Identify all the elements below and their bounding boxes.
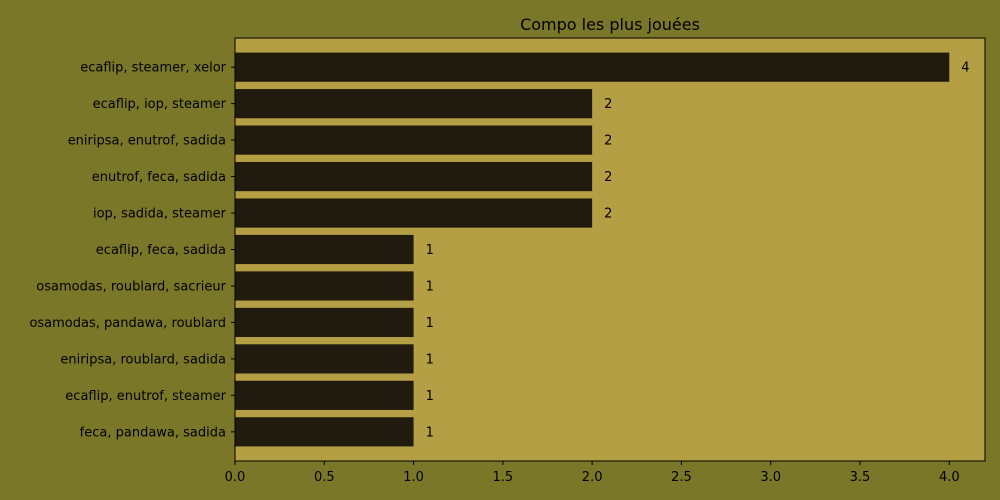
data-label: 1 — [426, 316, 434, 331]
y-tick-label: ecaflip, iop, steamer — [93, 97, 227, 112]
y-tick-label: ecaflip, feca, sadida — [96, 243, 226, 258]
x-tick-label: 0.5 — [314, 470, 335, 485]
x-tick-label: 2.5 — [671, 470, 692, 485]
y-tick-label: ecaflip, steamer, xelor — [80, 61, 226, 76]
y-tick-label: osamodas, pandawa, roublard — [29, 316, 226, 331]
y-tick-label: feca, pandawa, sadida — [80, 425, 226, 440]
data-label: 2 — [604, 97, 612, 112]
bar — [235, 271, 414, 301]
bar — [235, 380, 414, 410]
bar — [235, 198, 593, 228]
data-label: 2 — [604, 170, 612, 185]
bar — [235, 89, 593, 119]
y-tick-labels: ecaflip, steamer, xelor ecaflip, iop, ste… — [29, 61, 235, 440]
data-labels: 4 2 2 2 2 1 1 1 1 1 1 — [426, 61, 970, 441]
y-tick-label: enutrof, feca, sadida — [92, 170, 226, 185]
data-label: 4 — [961, 61, 969, 76]
data-label: 2 — [604, 134, 612, 149]
y-tick-label: eniripsa, enutrof, sadida — [68, 134, 226, 149]
plot-frame — [234, 37, 986, 462]
data-label: 1 — [426, 352, 434, 367]
y-tick-label: ecaflip, enutrof, steamer — [65, 389, 226, 404]
data-label: 1 — [426, 279, 434, 294]
x-tick-label: 3.5 — [850, 470, 871, 485]
data-label: 1 — [426, 425, 434, 440]
x-tick-label: 2.0 — [582, 470, 603, 485]
x-tick-label: 1.0 — [403, 470, 424, 485]
bars-group — [235, 52, 950, 447]
data-label: 1 — [426, 243, 434, 258]
bar — [235, 125, 593, 155]
y-tick-label: eniripsa, roublard, sadida — [60, 352, 226, 367]
y-tick-label: osamodas, roublard, sacrieur — [36, 279, 226, 294]
data-label: 1 — [426, 389, 434, 404]
x-ticks: 0.0 0.5 1.0 1.5 2.0 2.5 3.0 3.5 4.0 — [225, 461, 960, 485]
y-tick-label: iop, sadida, steamer — [93, 207, 227, 222]
chart-title: Compo les plus jouées — [520, 15, 700, 34]
x-tick-label: 4.0 — [939, 470, 960, 485]
bar — [235, 307, 414, 338]
bar — [235, 417, 414, 447]
bar — [235, 161, 593, 192]
x-tick-label: 1.5 — [493, 470, 514, 485]
x-tick-label: 3.0 — [760, 470, 781, 485]
data-label: 2 — [604, 207, 612, 222]
x-tick-label: 0.0 — [225, 470, 246, 485]
bar — [235, 344, 414, 374]
bar — [235, 234, 414, 265]
bar — [235, 52, 950, 82]
